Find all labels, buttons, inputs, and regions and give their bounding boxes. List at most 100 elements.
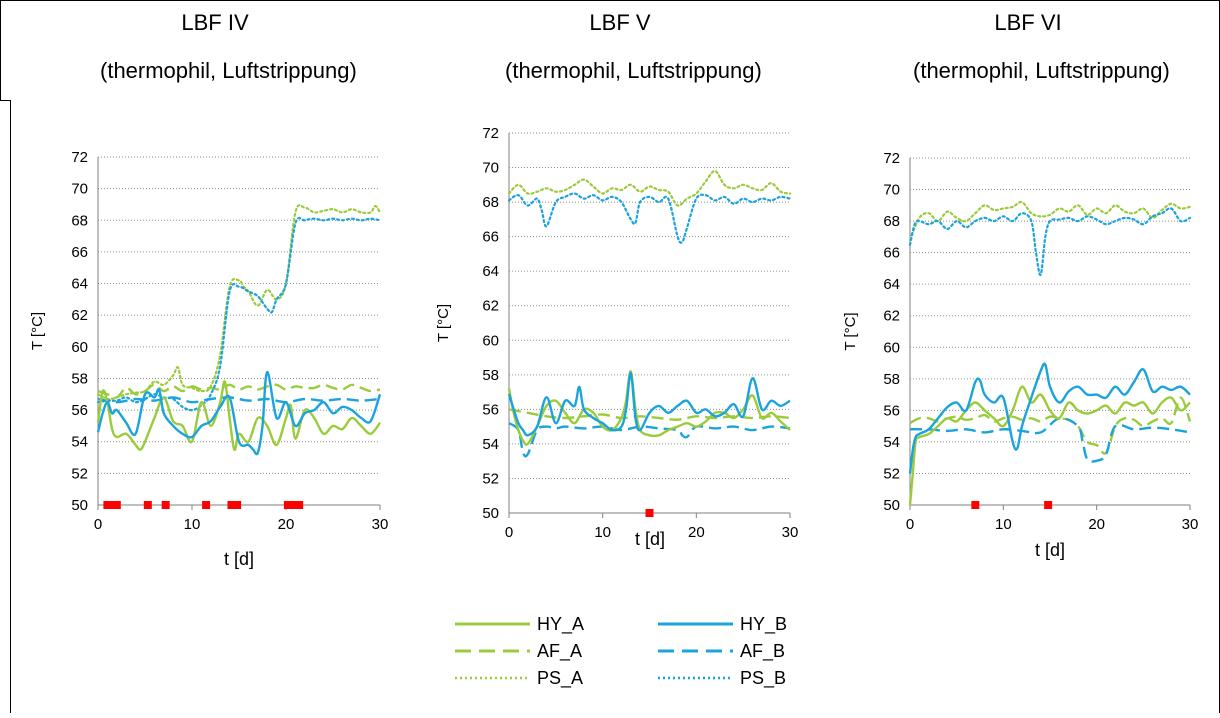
legend-label-af-b: AF_B: [740, 641, 785, 662]
series-line-af-a: [909, 396, 1192, 455]
x-tick-label: 20: [688, 524, 705, 541]
y-axis-label: T [°C]: [435, 304, 452, 342]
y-tick-label: 68: [71, 212, 88, 229]
series-line-af-a: [97, 383, 381, 399]
panel-3-title-line1: LBF VI: [994, 10, 1062, 35]
event-marker: [143, 501, 152, 509]
chart-panel-3: 50 52 54 56 58 60 62 64 66 68 70 72 0 10 20 30 t [d] T [°…: [842, 150, 1198, 560]
y-tick-label: 62: [482, 298, 499, 315]
series-line-ps-a: [507, 169, 792, 207]
series-line-hy-b: [96, 370, 382, 456]
x-tick-label: 30: [782, 524, 799, 541]
series-line-ps-a: [908, 200, 1192, 242]
chart-panel-2: 50 52 54 56 58 60 62 64 66 68 70 72 0 10 20 30 t [d] T [°…: [435, 125, 798, 549]
event-marker: [227, 501, 236, 509]
y-tick-label: 68: [482, 194, 499, 211]
series-line-ps-a: [96, 204, 382, 401]
event-marker: [108, 501, 117, 509]
y-axis-label: T [°C]: [842, 312, 859, 350]
series-line-ps-b: [96, 216, 382, 412]
y-tick-label: 54: [482, 436, 499, 453]
series-line-hy-a: [96, 380, 381, 451]
y-tick-label: 56: [883, 402, 900, 419]
legend-label-hy-a: HY_A: [537, 614, 584, 635]
x-axis-label: t [d]: [224, 549, 254, 569]
y-tick-label: 50: [71, 497, 88, 514]
event-marker: [289, 501, 298, 509]
y-tick-label: 56: [482, 401, 499, 418]
y-tick-label: 72: [482, 125, 499, 142]
event-marker: [202, 501, 211, 509]
y-tick-label: 64: [482, 263, 499, 280]
y-tick-label: 72: [883, 150, 900, 167]
event-marker: [233, 501, 242, 509]
y-tick-label: 52: [71, 465, 88, 482]
x-tick-label: 10: [184, 516, 201, 533]
y-tick-label: 62: [71, 307, 88, 324]
series-line-hy-a: [908, 385, 1191, 506]
x-tick-label: 0: [94, 516, 102, 533]
x-tick-label: 30: [372, 516, 389, 533]
event-marker: [295, 501, 304, 509]
y-tick-label: 66: [71, 244, 88, 261]
y-tick-label: 60: [482, 332, 499, 349]
legend-label-ps-b: PS_B: [740, 668, 786, 689]
y-tick-label: 70: [482, 160, 499, 177]
y-tick-label: 72: [71, 149, 88, 166]
series-line-hy-b: [507, 371, 791, 437]
series-line-af-b: [508, 422, 791, 458]
x-tick-label: 0: [505, 524, 513, 541]
x-tick-label: 0: [906, 516, 914, 533]
y-tick-label: 50: [482, 505, 499, 522]
panel-1-title-line1: LBF IV: [181, 10, 249, 35]
event-marker: [103, 501, 112, 509]
panel-1-title: LBF IV (thermophil, Luftstrippung): [100, 10, 357, 84]
event-marker: [971, 501, 980, 509]
event-marker: [645, 509, 654, 517]
panel-2-title-line1: LBF V: [589, 10, 651, 35]
legend-label-hy-b: HY_B: [740, 614, 787, 635]
y-axis-label: T [°C]: [29, 312, 46, 350]
event-marker: [1044, 501, 1053, 509]
legend-label-af-a: AF_A: [537, 641, 582, 662]
y-tick-label: 70: [71, 181, 88, 198]
y-tick-label: 54: [71, 434, 88, 451]
x-tick-label: 10: [594, 524, 611, 541]
y-tick-label: 60: [883, 339, 900, 356]
series-line-ps-b: [507, 192, 792, 244]
y-tick-label: 50: [883, 497, 900, 514]
x-axis-label: t [d]: [1035, 540, 1065, 560]
event-marker: [283, 501, 292, 509]
y-tick-label: 62: [883, 308, 900, 325]
y-tick-label: 64: [883, 276, 900, 293]
event-marker: [161, 501, 170, 509]
series-line-hy-b: [908, 362, 1191, 474]
panel-3-title-line2: (thermophil, Luftstrippung): [913, 58, 1170, 83]
legend: HY_A HY_B AF_A AF_B PS_A PS_B: [455, 614, 787, 689]
y-tick-label: 70: [883, 182, 900, 199]
series-line-ps-b: [908, 207, 1192, 276]
event-marker: [112, 501, 121, 509]
y-tick-label: 60: [71, 339, 88, 356]
y-tick-label: 66: [883, 245, 900, 262]
x-tick-label: 30: [1182, 516, 1199, 533]
y-tick-label: 58: [883, 371, 900, 388]
series-line-af-b: [909, 416, 1191, 463]
panel-2-title: LBF V (thermophil, Luftstrippung): [505, 10, 762, 84]
y-tick-label: 66: [482, 229, 499, 246]
panel-1-title-line2: (thermophil, Luftstrippung): [100, 58, 357, 83]
x-tick-label: 20: [278, 516, 295, 533]
y-tick-label: 56: [71, 402, 88, 419]
panel-2-title-line2: (thermophil, Luftstrippung): [505, 58, 762, 83]
x-tick-label: 20: [1088, 516, 1105, 533]
x-tick-label: 10: [995, 516, 1012, 533]
y-tick-label: 58: [482, 367, 499, 384]
y-tick-label: 54: [883, 434, 900, 451]
y-tick-label: 52: [482, 470, 499, 487]
chart-panel-1: 50 52 54 56 58 60 62 64 66 68 70 72 0 10 20 30 t [d] T [°…: [29, 149, 388, 569]
y-tick-label: 68: [883, 213, 900, 230]
x-axis-label: t [d]: [635, 529, 665, 549]
y-tick-label: 64: [71, 276, 88, 293]
